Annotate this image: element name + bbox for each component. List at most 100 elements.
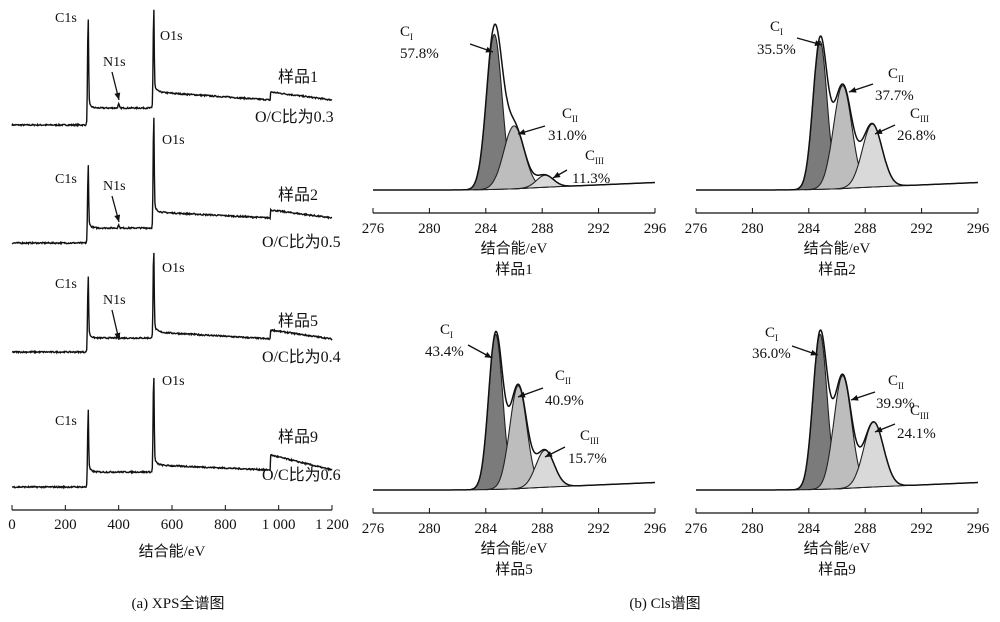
sample-label: 样品1 bbox=[278, 68, 318, 86]
n1s-arrow-head bbox=[114, 332, 121, 340]
survey-x-label: 结合能/eV bbox=[139, 543, 206, 560]
oc-ratio-label: O/C比为0.4 bbox=[262, 348, 341, 366]
component-percent: 36.0% bbox=[752, 346, 791, 362]
survey-chart: 0 200 400 600 800 1 000 1 200 结合能/eV C1s N1s O1s 样品… bbox=[8, 9, 349, 560]
component-letter: C bbox=[910, 403, 920, 419]
c1s-x-tick-label: 288 bbox=[854, 521, 877, 537]
c1s-panel-4: 276 280 284 288 292 296结合能/eV样品9CI36.0%CII39.… bbox=[685, 325, 990, 578]
envelope-line bbox=[373, 23, 655, 191]
c1s-x-tick-label: 280 bbox=[741, 521, 764, 537]
peak-label-o1s: O1s bbox=[162, 374, 185, 389]
component-label-cii: CII bbox=[888, 66, 904, 84]
component-arrow-head bbox=[810, 349, 818, 356]
peak-label-o1s: O1s bbox=[160, 29, 183, 44]
c1s-x-tick-label: 288 bbox=[531, 521, 554, 537]
c1s-x-tick-label: 276 bbox=[685, 521, 708, 537]
n1s-arrow-head bbox=[114, 214, 121, 222]
n1s-arrow-head bbox=[114, 92, 121, 100]
component-letter: C bbox=[562, 106, 572, 122]
component-subscript: II bbox=[898, 74, 904, 84]
component-label-ciii: CIII bbox=[910, 403, 929, 421]
c1s-x-tick-label: 276 bbox=[685, 221, 708, 237]
component-arrow-head bbox=[851, 394, 859, 401]
component-arrow-head bbox=[545, 451, 553, 457]
component-subscript: II bbox=[565, 376, 571, 386]
component-arrow-head bbox=[484, 352, 492, 358]
component-arrow-head bbox=[875, 426, 883, 433]
component-letter: C bbox=[770, 19, 780, 35]
component-letter: C bbox=[440, 322, 450, 338]
component-subscript: III bbox=[920, 114, 929, 124]
oc-ratio-label: O/C比为0.6 bbox=[262, 466, 341, 484]
component-subscript: III bbox=[590, 436, 599, 446]
survey-spectrum-line bbox=[11, 377, 333, 490]
sample-label: 样品2 bbox=[278, 186, 318, 204]
survey-caption: (a) XPS全谱图 bbox=[132, 594, 225, 612]
c1s-x-label: 结合能/eV bbox=[804, 540, 871, 557]
c1s-sample-label: 样品9 bbox=[818, 561, 856, 578]
c1s-sample-label: 样品1 bbox=[495, 261, 533, 278]
component-arrow-head bbox=[553, 171, 561, 178]
component-label-ci: CI bbox=[400, 24, 413, 42]
c1s-x-tick-label: 292 bbox=[587, 521, 610, 537]
component-percent: 31.0% bbox=[548, 128, 587, 144]
survey-series-4: C1s O1s 样品9 O/C比为0.6 bbox=[11, 374, 341, 490]
component-percent: 40.9% bbox=[545, 393, 584, 409]
c1s-x-tick-label: 296 bbox=[644, 521, 667, 537]
survey-x-tick-label: 200 bbox=[54, 517, 77, 533]
component-arrow-head bbox=[849, 86, 857, 93]
component-label-cii: CII bbox=[562, 106, 578, 124]
component-letter: C bbox=[400, 24, 410, 40]
c1s-x-label: 结合能/eV bbox=[481, 540, 548, 557]
survey-spectrum-line bbox=[11, 252, 333, 355]
c1s-x-tick-label: 280 bbox=[418, 521, 441, 537]
component-label-ciii: CIII bbox=[585, 148, 604, 166]
component-letter: C bbox=[888, 66, 898, 82]
component-subscript: I bbox=[780, 27, 783, 37]
component-percent: 15.7% bbox=[568, 451, 607, 467]
c1s-x-tick-label: 292 bbox=[910, 521, 933, 537]
peak-label-c1s: C1s bbox=[55, 277, 77, 292]
c1s-x-tick-label: 280 bbox=[741, 221, 764, 237]
survey-spectrum-line bbox=[11, 117, 333, 246]
component-letter: C bbox=[585, 148, 595, 164]
component-percent: 24.1% bbox=[897, 426, 936, 442]
c1s-panel-2: 276 280 284 288 292 296结合能/eV样品2CI35.5%CII37.… bbox=[685, 19, 990, 278]
component-subscript: II bbox=[898, 381, 904, 391]
c1s-x-tick-label: 296 bbox=[967, 521, 990, 537]
c1s-x-tick-label: 284 bbox=[475, 221, 498, 237]
c1s-x-tick-label: 296 bbox=[644, 221, 667, 237]
c1s-x-label: 结合能/eV bbox=[481, 240, 548, 257]
component-label-ciii: CIII bbox=[910, 106, 929, 124]
envelope-line bbox=[696, 329, 978, 491]
survey-series-1: C1s N1s O1s 样品1 O/C比为0.3 bbox=[11, 9, 334, 128]
c1s-x-tick-label: 296 bbox=[967, 221, 990, 237]
survey-x-tick-label: 400 bbox=[107, 517, 130, 533]
component-peak-cii bbox=[484, 384, 553, 491]
component-letter: C bbox=[765, 325, 775, 341]
component-arrow-head bbox=[518, 129, 526, 135]
survey-x-tick-label: 1 000 bbox=[262, 517, 296, 533]
peak-label-c1s: C1s bbox=[55, 172, 77, 187]
oc-ratio-label: O/C比为0.5 bbox=[262, 233, 341, 251]
component-label-cii: CII bbox=[888, 373, 904, 391]
c1s-x-tick-label: 284 bbox=[798, 221, 821, 237]
survey-spectrum-line bbox=[11, 9, 333, 128]
c1s-x-tick-label: 284 bbox=[475, 521, 498, 537]
c1s-x-tick-label: 284 bbox=[798, 521, 821, 537]
component-percent: 37.7% bbox=[875, 88, 914, 104]
component-arrow-head bbox=[485, 46, 493, 53]
peak-label-n1s: N1s bbox=[103, 293, 126, 308]
c1s-panel-3: 276 280 284 288 292 296结合能/eV样品5CI43.4%CII40.… bbox=[362, 322, 667, 578]
component-percent: 43.4% bbox=[425, 344, 464, 360]
sample-label: 样品9 bbox=[278, 428, 318, 446]
c1s-x-label: 结合能/eV bbox=[804, 240, 871, 257]
survey-x-tick-label: 1 200 bbox=[315, 517, 349, 533]
survey-x-tick-label: 800 bbox=[214, 517, 237, 533]
component-label-cii: CII bbox=[555, 368, 571, 386]
component-label-ci: CI bbox=[765, 325, 778, 343]
component-subscript: II bbox=[572, 114, 578, 124]
component-letter: C bbox=[555, 368, 565, 384]
c1s-sample-label: 样品5 bbox=[495, 561, 533, 578]
